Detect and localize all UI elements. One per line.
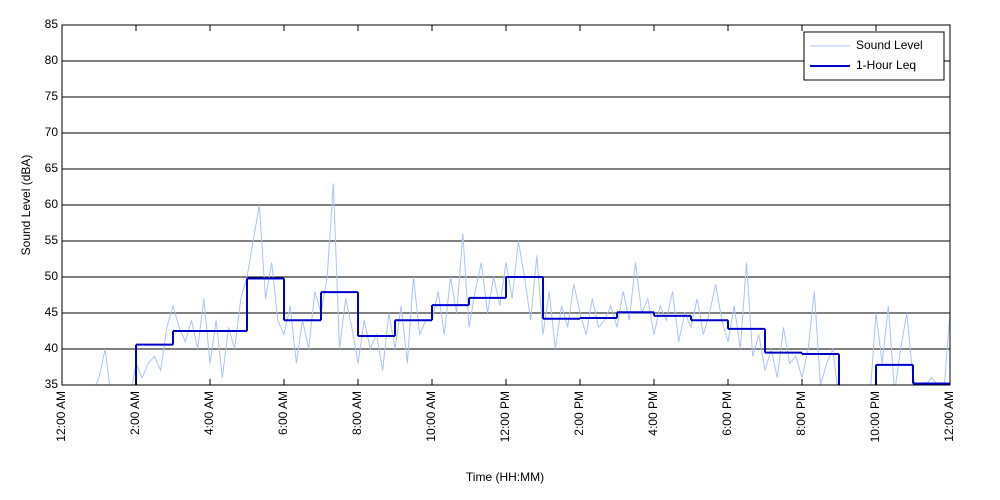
- x-tick-label: 8:00 AM: [350, 391, 364, 435]
- x-tick-label: 10:00 PM: [868, 391, 882, 442]
- sound-level-line: [95, 183, 950, 385]
- y-tick-label: 70: [45, 125, 59, 139]
- y-axis-label: Sound Level (dBA): [19, 155, 33, 256]
- x-tick-label: 10:00 AM: [424, 391, 438, 442]
- x-tick-label: 4:00 AM: [202, 391, 216, 435]
- y-tick-label: 80: [45, 53, 59, 67]
- legend-box: [803, 31, 945, 81]
- y-tick-label: 65: [45, 161, 59, 175]
- x-tick-label: 6:00 AM: [276, 391, 290, 435]
- x-tick-label: 12:00 PM: [498, 391, 512, 442]
- x-tick-label: 4:00 PM: [646, 391, 660, 436]
- y-tick-label: 40: [45, 341, 59, 355]
- y-tick-label: 75: [45, 89, 59, 103]
- y-tick-label: 35: [45, 377, 59, 391]
- y-tick-label: 45: [45, 305, 59, 319]
- y-tick-label: 50: [45, 269, 59, 283]
- x-tick-label: 2:00 PM: [572, 391, 586, 436]
- x-tick-label: 8:00 PM: [794, 391, 808, 436]
- x-tick-label: 2:00 AM: [128, 391, 142, 435]
- x-tick-label: 12:00 AM: [54, 391, 68, 442]
- x-tick-label: 6:00 PM: [720, 391, 734, 436]
- legend-label: 1-Hour Leq: [856, 58, 916, 72]
- y-tick-label: 85: [45, 17, 59, 31]
- legend-label: Sound Level: [856, 38, 923, 52]
- y-tick-label: 55: [45, 233, 59, 247]
- y-tick-label: 60: [45, 197, 59, 211]
- x-tick-label: 12:00 AM: [942, 391, 956, 442]
- x-axis-label: Time (HH:MM): [466, 470, 544, 484]
